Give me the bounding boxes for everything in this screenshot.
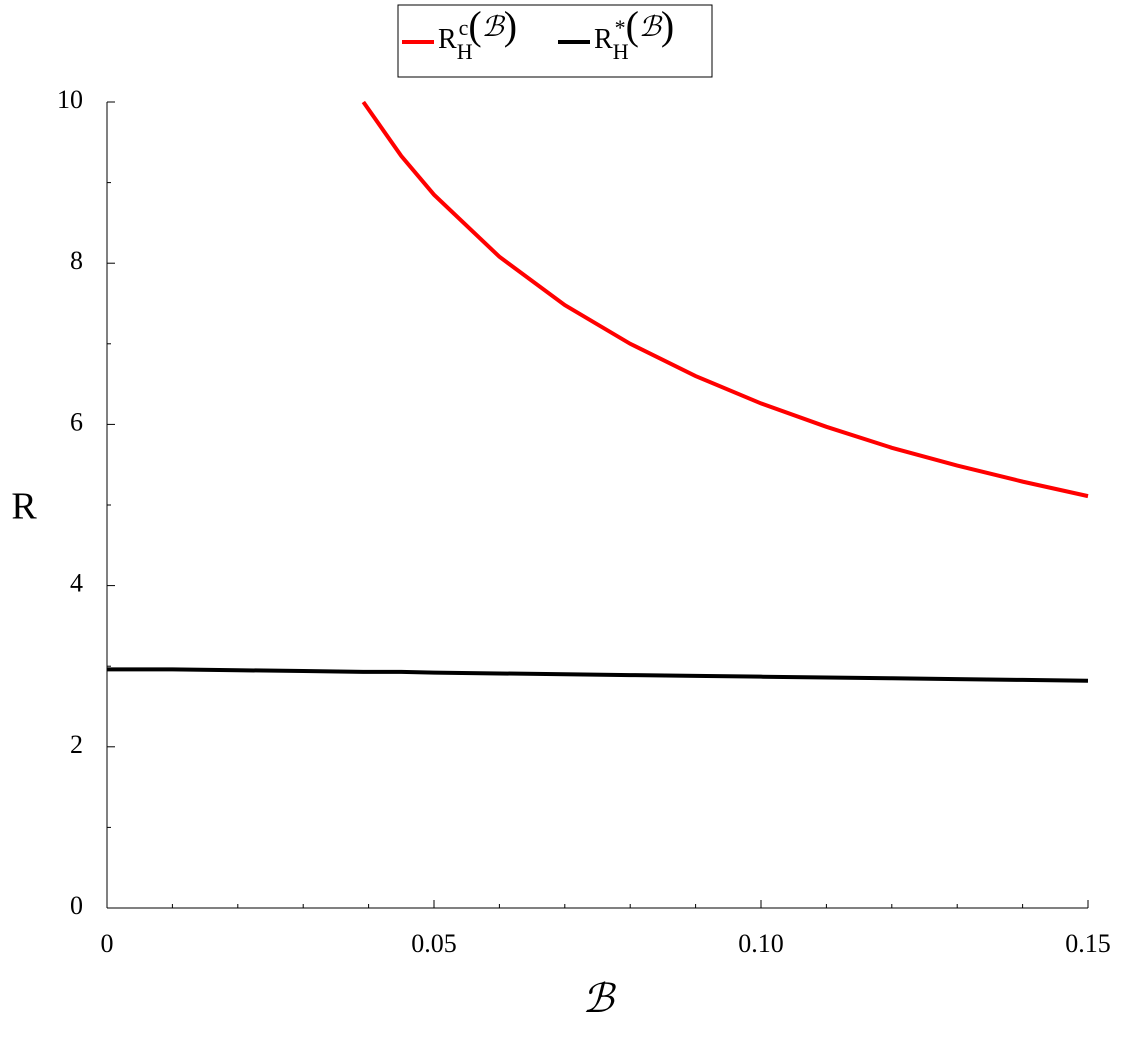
- x-tick-label: 0.10: [738, 929, 784, 958]
- y-tick-label: 10: [57, 85, 83, 114]
- legend-box: [397, 4, 713, 78]
- y-tick-label: 0: [70, 891, 83, 920]
- x-tick-label: 0.15: [1065, 929, 1111, 958]
- series-line: [361, 100, 1089, 499]
- x-tick-label: 0.05: [411, 929, 457, 958]
- y-tick-label: 2: [70, 730, 83, 759]
- legend-label: RH*(ℬ): [594, 3, 674, 64]
- y-tick-label: 4: [70, 569, 83, 598]
- y-tick-label: 8: [70, 246, 83, 275]
- x-axis-label: ℬ: [582, 976, 616, 1021]
- y-tick-label: 6: [70, 407, 83, 436]
- y-axis-label: R: [11, 486, 37, 528]
- series-line: [107, 667, 1089, 683]
- legend-label: RHc(ℬ): [438, 3, 517, 64]
- x-tick-label: 0: [101, 929, 114, 958]
